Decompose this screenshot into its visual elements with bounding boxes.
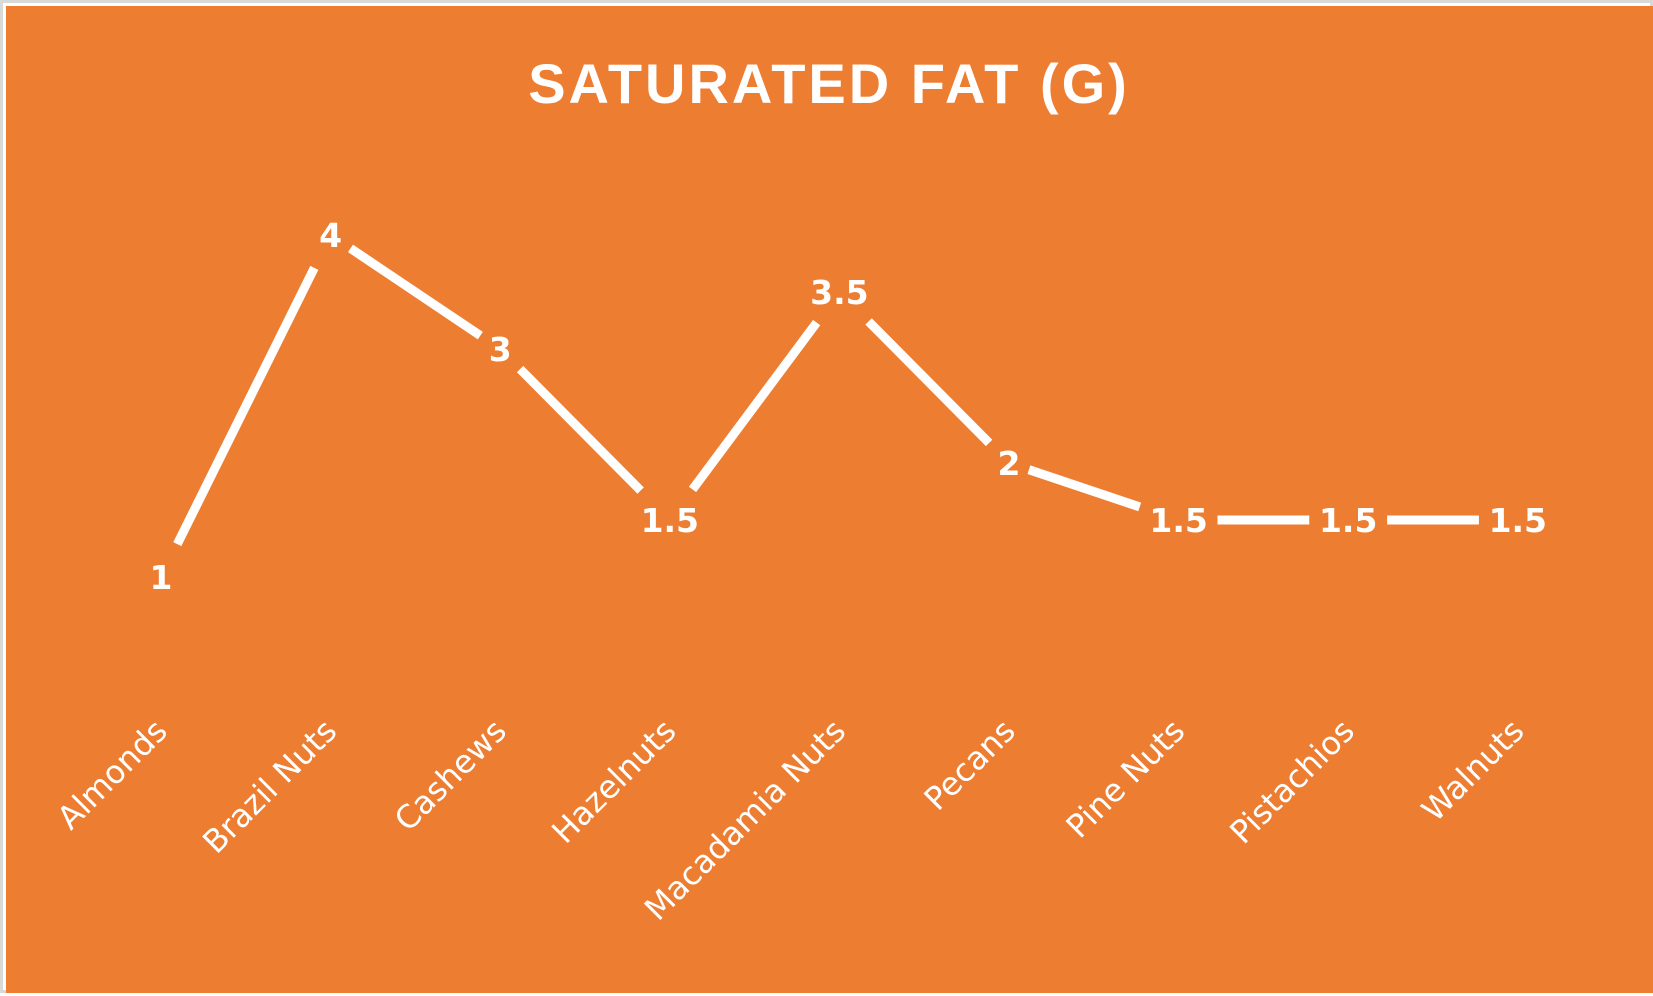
series-line-segment bbox=[173, 265, 319, 547]
series-line-segment bbox=[865, 318, 993, 447]
chart-background bbox=[6, 6, 1653, 993]
data-label: 1.5 bbox=[1149, 501, 1207, 540]
series-line-segment bbox=[347, 244, 483, 340]
data-label: 1.5 bbox=[1489, 501, 1547, 540]
drop-lines bbox=[159, 269, 1520, 681]
data-label: 1 bbox=[150, 558, 173, 597]
series-line-segment bbox=[516, 365, 644, 494]
series-line-segment bbox=[1027, 465, 1142, 512]
series-line-segment bbox=[688, 319, 821, 493]
data-label: 3.5 bbox=[810, 273, 868, 312]
data-label: 4 bbox=[319, 216, 342, 255]
data-label: 2 bbox=[998, 444, 1021, 483]
data-labels: 1 4 3 1.5 3.5 2 1.5 1.5 1.5 bbox=[150, 216, 1548, 597]
data-label: 3 bbox=[489, 330, 512, 369]
chart-title: SATURATED FAT (G) bbox=[528, 52, 1130, 115]
series-line bbox=[173, 244, 1479, 547]
data-label: 1.5 bbox=[641, 501, 699, 540]
data-label: 1.5 bbox=[1319, 501, 1377, 540]
